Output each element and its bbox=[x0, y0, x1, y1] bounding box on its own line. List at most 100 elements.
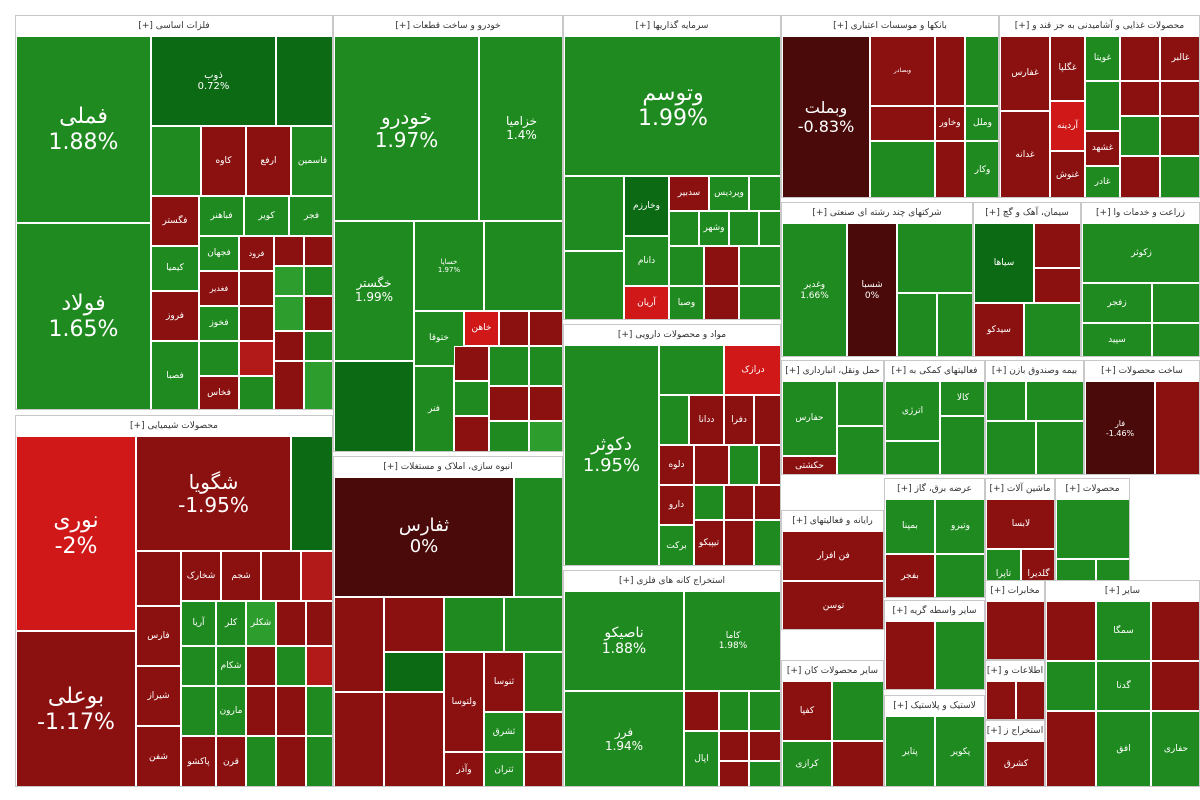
stock-tile-small[interactable] bbox=[181, 646, 216, 686]
stock-tile-small[interactable] bbox=[489, 386, 529, 421]
stock-tile[interactable]: مارون bbox=[216, 686, 246, 736]
stock-tile[interactable]: کویر bbox=[244, 196, 289, 236]
stock-tile[interactable]: اپال bbox=[684, 731, 719, 786]
stock-tile[interactable]: فغدیر bbox=[199, 271, 239, 306]
stock-tile-small[interactable] bbox=[304, 361, 332, 409]
stock-tile-small[interactable] bbox=[986, 681, 1016, 719]
sector-header[interactable]: خودرو و ساخت قطعات [+] bbox=[334, 16, 562, 37]
stock-tile-small[interactable] bbox=[444, 597, 504, 652]
stock-tile[interactable]: شسبا 0% bbox=[847, 223, 897, 356]
sector-header[interactable]: ماشین آلات [+] bbox=[986, 479, 1054, 500]
stock-tile[interactable]: ثشرق bbox=[484, 712, 524, 752]
stock-tile[interactable]: قرن bbox=[216, 736, 246, 786]
stock-tile-small[interactable] bbox=[837, 381, 883, 426]
sector-header[interactable]: فعالیتهای کمکی به [+] bbox=[885, 361, 984, 382]
stock-tile-small[interactable] bbox=[935, 36, 965, 106]
stock-tile-small[interactable] bbox=[246, 736, 276, 786]
stock-tile-small[interactable] bbox=[684, 691, 719, 731]
stock-tile[interactable]: شفن bbox=[136, 726, 181, 786]
stock-tile-small[interactable] bbox=[136, 551, 181, 606]
sector-header[interactable]: زراعت و خدمات وا [+] bbox=[1082, 203, 1199, 224]
stock-tile-small[interactable] bbox=[306, 686, 332, 736]
stock-tile-small[interactable] bbox=[239, 306, 274, 341]
stock-tile-small[interactable] bbox=[514, 477, 562, 597]
sector-header[interactable]: مواد و محصولات دارویی [+] bbox=[564, 325, 780, 346]
stock-tile-small[interactable] bbox=[935, 554, 984, 597]
stock-tile[interactable]: فارس bbox=[136, 606, 181, 666]
stock-tile-small[interactable] bbox=[239, 376, 274, 409]
sector-header[interactable]: رایانه و فعالیتهای [+] bbox=[782, 511, 883, 532]
stock-tile[interactable]: ثفارس 0% bbox=[334, 477, 514, 597]
stock-tile-small[interactable] bbox=[659, 345, 724, 395]
stock-tile-small[interactable] bbox=[965, 36, 998, 106]
stock-tile-small[interactable] bbox=[940, 416, 984, 474]
stock-tile[interactable]: دارو bbox=[659, 485, 694, 525]
stock-tile[interactable]: اترژی bbox=[885, 381, 940, 441]
stock-tile[interactable]: پاکشو bbox=[181, 736, 216, 786]
stock-tile[interactable]: لابسا bbox=[986, 499, 1054, 549]
sector-header[interactable]: حمل ونقل، انبارداری [+] bbox=[782, 361, 883, 382]
stock-tile-small[interactable] bbox=[1120, 36, 1160, 81]
stock-tile-small[interactable] bbox=[724, 520, 754, 565]
stock-tile-small[interactable] bbox=[937, 293, 972, 356]
stock-tile-small[interactable] bbox=[276, 601, 306, 646]
stock-tile-small[interactable] bbox=[199, 341, 239, 376]
stock-tile-small[interactable] bbox=[1152, 323, 1199, 356]
stock-tile[interactable]: سدبیر bbox=[669, 176, 709, 211]
stock-tile-small[interactable] bbox=[759, 445, 780, 485]
stock-tile-small[interactable] bbox=[1155, 381, 1199, 474]
stock-tile-small[interactable] bbox=[986, 421, 1036, 474]
sector-header[interactable]: اطلاعات و [+] bbox=[986, 661, 1044, 682]
stock-tile[interactable]: فگستر bbox=[151, 196, 199, 246]
stock-tile-small[interactable] bbox=[489, 346, 529, 386]
sector-header[interactable]: فلزات اساسی [+] bbox=[16, 16, 332, 37]
sector-header[interactable]: عرضه برق، گاز [+] bbox=[885, 479, 984, 500]
stock-tile[interactable]: ولتوسا bbox=[444, 652, 484, 752]
sector-header[interactable]: لاستیک و پلاستیک [+] bbox=[885, 696, 984, 717]
stock-tile-small[interactable] bbox=[729, 445, 759, 485]
stock-tile-small[interactable] bbox=[484, 221, 562, 311]
stock-tile[interactable]: سیدکو bbox=[974, 303, 1024, 356]
stock-tile-small[interactable] bbox=[754, 520, 780, 565]
stock-tile-small[interactable] bbox=[729, 211, 759, 246]
stock-tile-small[interactable] bbox=[1034, 223, 1080, 268]
stock-tile[interactable]: ناصیکو 1.88% bbox=[564, 591, 684, 691]
stock-tile-small[interactable] bbox=[1152, 283, 1199, 323]
stock-tile-small[interactable] bbox=[1046, 661, 1096, 711]
stock-tile-small[interactable] bbox=[529, 311, 562, 346]
stock-tile-small[interactable] bbox=[334, 361, 414, 451]
stock-tile[interactable]: کشرق bbox=[986, 741, 1044, 786]
stock-tile-small[interactable] bbox=[724, 485, 754, 520]
stock-tile[interactable]: فروز bbox=[151, 291, 199, 341]
stock-tile-small[interactable] bbox=[524, 652, 562, 712]
stock-tile-small[interactable] bbox=[454, 416, 489, 451]
stock-tile[interactable]: حفارس bbox=[782, 381, 837, 456]
sector-header[interactable]: مخابرات [+] bbox=[986, 581, 1044, 602]
stock-tile-small[interactable] bbox=[1036, 421, 1083, 474]
stock-tile[interactable]: شجم bbox=[221, 551, 261, 601]
sector-header[interactable]: سایر [+] bbox=[1046, 581, 1199, 602]
sector-header[interactable]: استخراج ز [+] bbox=[986, 721, 1044, 742]
sector-header[interactable]: بانکها و موسسات اعتباری [+] bbox=[782, 16, 998, 37]
stock-tile[interactable]: دکوثر 1.95% bbox=[564, 345, 659, 565]
stock-tile-small[interactable] bbox=[749, 691, 780, 731]
stock-tile[interactable]: خاهن bbox=[464, 311, 499, 346]
stock-tile[interactable]: وخارزم bbox=[624, 176, 669, 236]
stock-tile[interactable]: آریا bbox=[181, 601, 216, 646]
stock-tile[interactable]: آریان bbox=[624, 286, 669, 319]
stock-tile-small[interactable] bbox=[885, 441, 940, 474]
stock-tile-small[interactable] bbox=[306, 646, 332, 686]
sector-header[interactable]: محصولات غذایی و آشامیدنی به جز قند و [+] bbox=[1000, 16, 1199, 37]
stock-tile-small[interactable] bbox=[694, 485, 724, 520]
stock-tile[interactable]: ثتران bbox=[484, 752, 524, 786]
stock-tile[interactable]: غالبر bbox=[1160, 36, 1199, 81]
stock-tile[interactable]: وصبا bbox=[669, 286, 704, 319]
stock-tile[interactable]: کاما 1.98% bbox=[684, 591, 780, 691]
stock-tile-small[interactable] bbox=[1160, 116, 1199, 156]
stock-tile-small[interactable] bbox=[306, 736, 332, 786]
stock-tile-small[interactable] bbox=[832, 681, 883, 741]
stock-tile-small[interactable] bbox=[529, 386, 562, 421]
stock-tile[interactable]: ارفع bbox=[246, 126, 291, 196]
stock-tile[interactable]: دلوه bbox=[659, 445, 694, 485]
stock-tile-small[interactable] bbox=[1024, 303, 1080, 356]
